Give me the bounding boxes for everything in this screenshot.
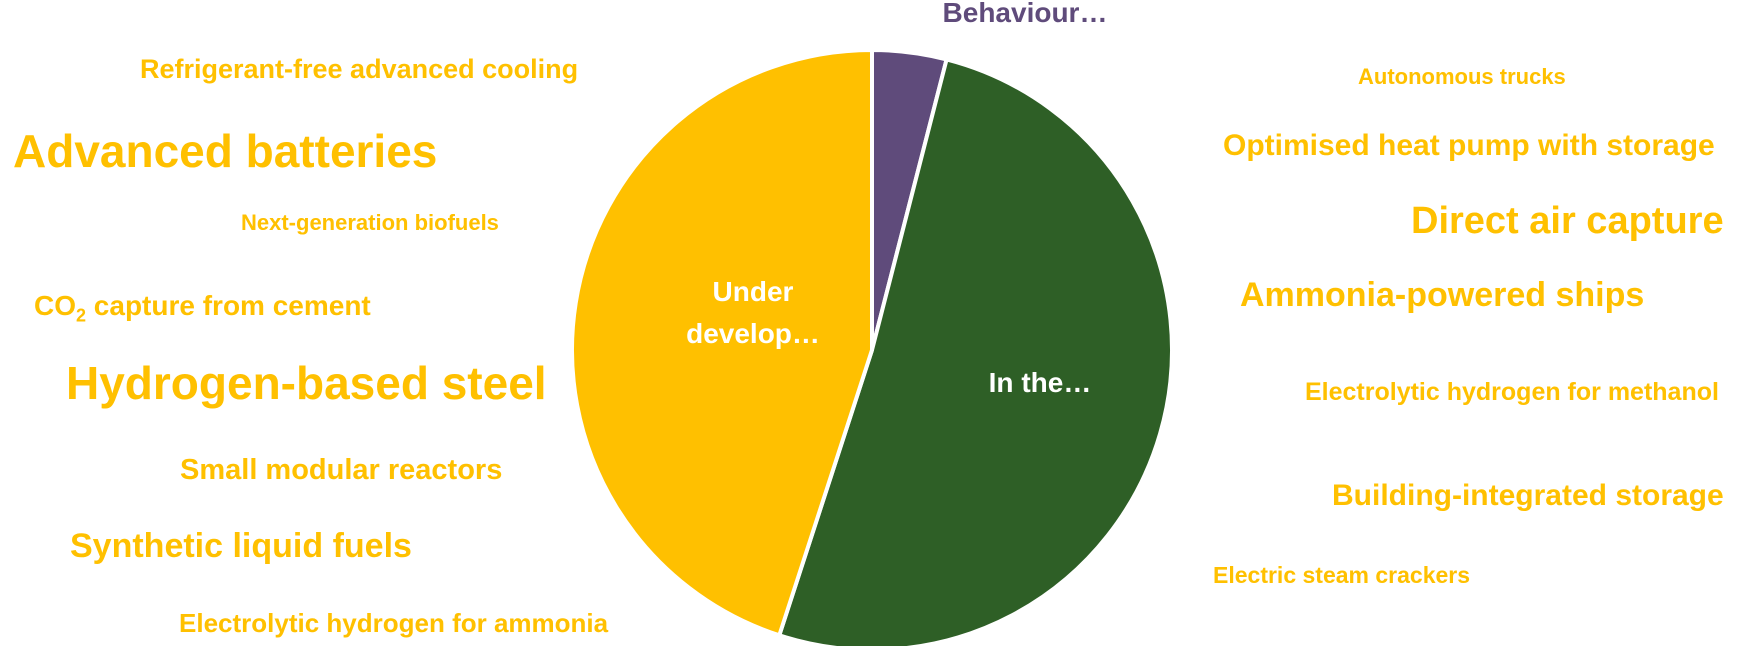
tech-label-synthetic-liquid-fuels: Synthetic liquid fuels <box>70 527 412 565</box>
tech-label-optimised-heat-pump: Optimised heat pump with storage <box>1223 129 1715 162</box>
pie-slice-in-the <box>776 56 1174 646</box>
tech-label-refrigerant-free-cooling: Refrigerant-free advanced cooling <box>140 54 579 84</box>
pie-label-in-the: In the… <box>989 367 1092 398</box>
tech-label-building-integrated-storage: Building-integrated storage <box>1332 479 1724 512</box>
co2-suffix: capture from cement <box>86 290 371 321</box>
tech-label-next-generation-biofuels: Next-generation biofuels <box>241 210 499 235</box>
tech-label-advanced-batteries: Advanced batteries <box>13 125 438 177</box>
pie-label-under-development: Under develop… <box>686 276 820 349</box>
pie-label-behaviour: Behaviour… <box>943 0 1108 28</box>
tech-label-autonomous-trucks: Autonomous trucks <box>1358 64 1566 89</box>
tech-label-electric-steam-crackers: Electric steam crackers <box>1213 562 1471 588</box>
co2-prefix: CO <box>34 290 76 321</box>
tech-label-small-modular-reactors: Small modular reactors <box>180 454 503 486</box>
pie-slice-under-development <box>570 47 874 638</box>
tech-label-co2-capture-cement: CO2 capture from cement <box>34 292 371 325</box>
tech-label-electrolytic-hydrogen-methanol: Electrolytic hydrogen for methanol <box>1305 378 1719 406</box>
tech-label-direct-air-capture: Direct air capture <box>1411 200 1724 242</box>
tech-label-electrolytic-hydrogen-ammonia: Electrolytic hydrogen for ammonia <box>179 608 609 638</box>
co2-subscript: 2 <box>76 305 87 326</box>
tech-label-hydrogen-based-steel: Hydrogen-based steel <box>66 357 547 409</box>
tech-label-ammonia-powered-ships: Ammonia-powered ships <box>1240 276 1645 314</box>
